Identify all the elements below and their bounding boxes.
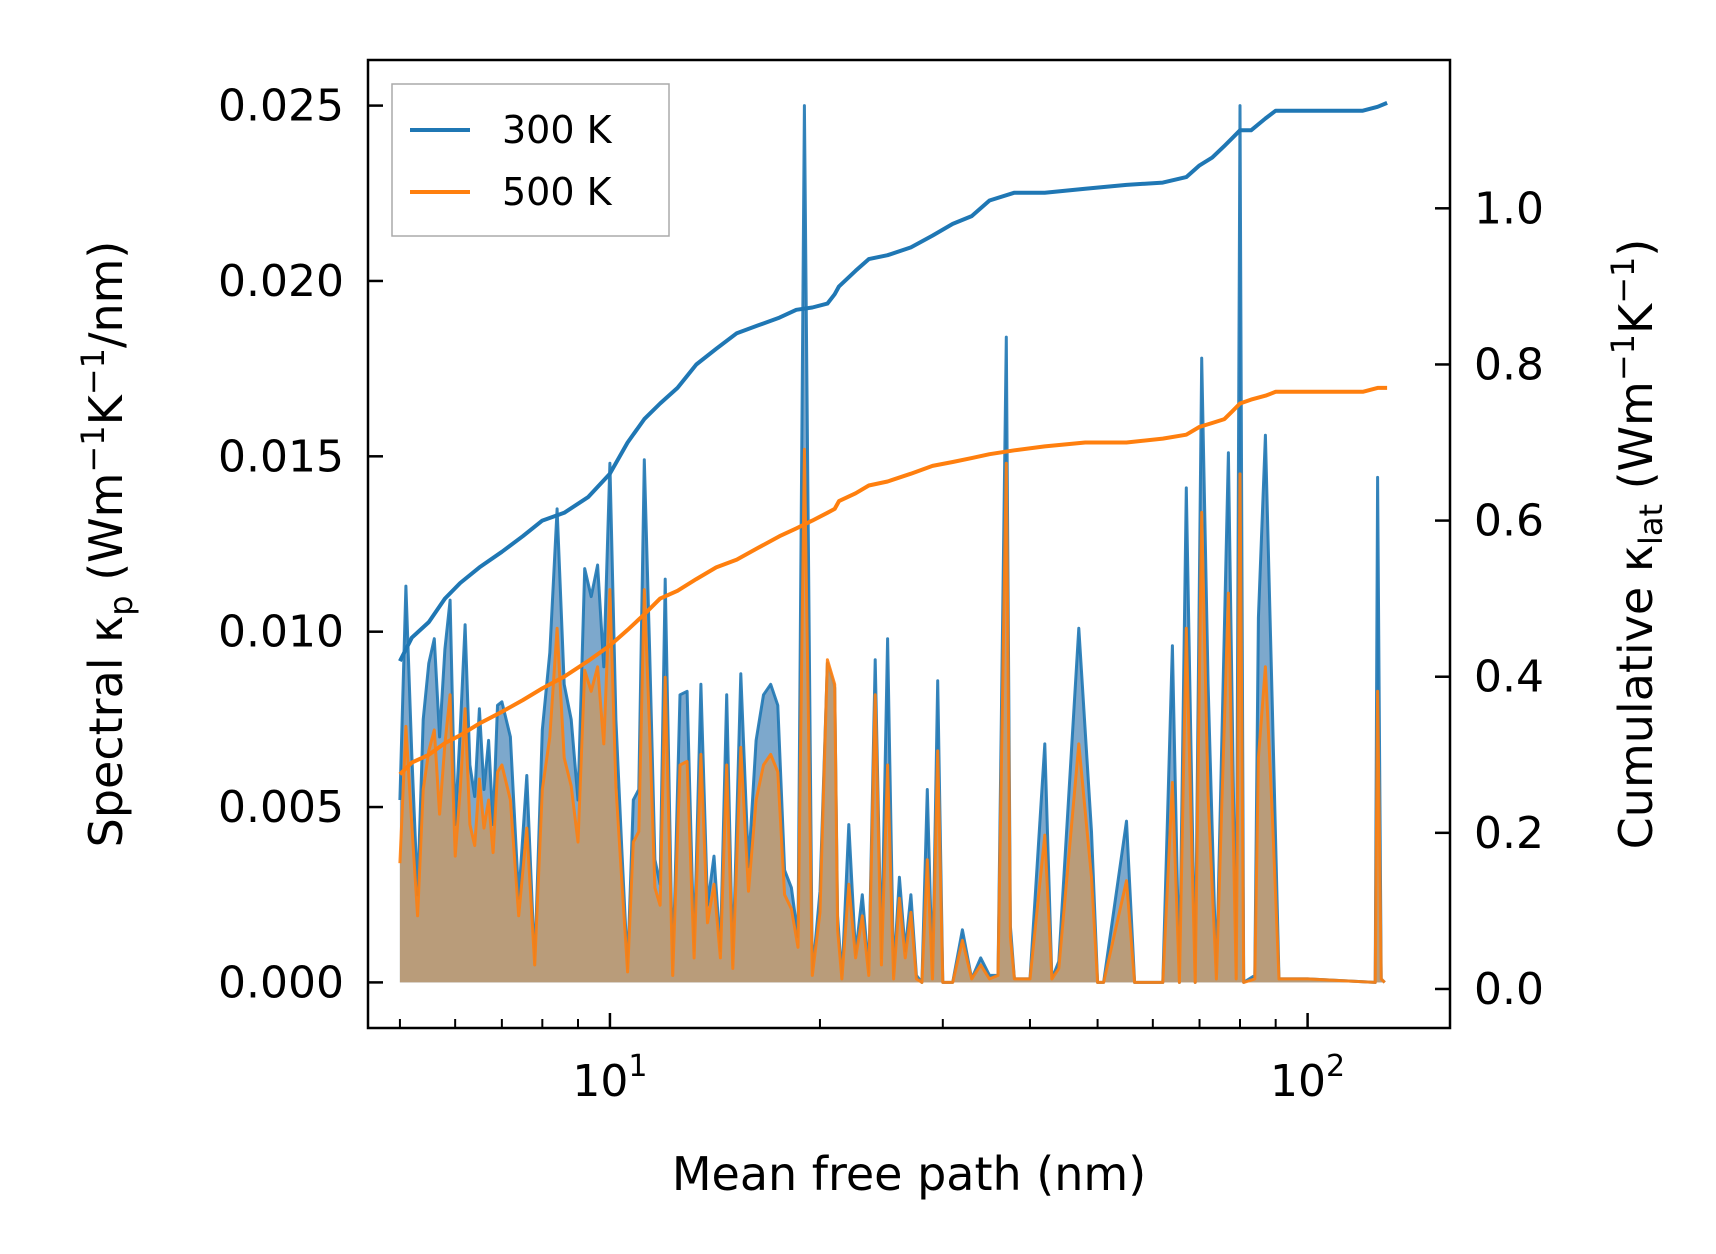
y-tick-label: 0.015 [218,431,344,482]
legend-label-300K: 300 K [502,108,613,152]
y2-axis-title-part: K [1609,302,1663,334]
y2-tick-label: 0.4 [1474,652,1544,703]
y2-axis-title-part: ) [1609,239,1663,257]
y2-tick-label: 0.0 [1474,964,1544,1015]
spectral-line-500K [398,447,1386,984]
x-tick-base: 10 [572,1056,628,1107]
y-axis-title-part: K [79,393,133,425]
x-tick-exp: 1 [628,1049,647,1084]
y2-axis-title-sub: lat [1632,504,1670,545]
plot-area [398,101,1388,984]
y2-axis-title: Cumulative κlat (Wm−1K−1) [1604,239,1670,850]
plot-frame [366,58,1452,1030]
y2-tick-label: 1.0 [1474,183,1544,234]
y2-axis-title-part: Cumulative κ [1609,545,1663,849]
y-axis-title-part: Spectral κ [79,616,133,848]
y-tick-label: 0.010 [218,607,344,658]
x-tick-label: 102 [1270,1049,1345,1107]
legend-label-500K: 500 K [502,170,613,214]
spectral-area-500K [399,449,1385,983]
x-tick-label: 101 [572,1049,647,1107]
y2-axis-title-sup: −1 [1604,257,1642,304]
legend-box [391,83,670,237]
plot-inner [398,101,1388,984]
y2-tick-label: 0.2 [1474,808,1544,859]
y-axis-title-sup: −1 [74,425,112,472]
y-axis-title-sub: p [102,595,140,615]
y-tick-label: 0.020 [218,256,344,307]
cumulative-line-300K [398,101,1388,663]
x-axis-title: Mean free path (nm) [672,1147,1146,1201]
y2-axis-title-part: (Wm [1609,381,1663,504]
y2-tick-label: 0.8 [1474,339,1544,390]
y-axis-title-part: /nm) [79,241,133,348]
y-tick-label: 0.005 [218,782,344,833]
y-tick-label: 0.025 [218,81,344,132]
y-tick-label: 0.000 [218,957,344,1008]
axes: 0.000 0.005 0.010 0.015 0.020 0.025 0.0 0.2 0.4 0… [74,58,1670,1201]
x-tick-base: 10 [1270,1056,1326,1107]
y-axis-title: Spectral κp (Wm−1K−1/nm) [74,241,140,848]
y-axis-title-part: (Wm [79,473,133,596]
y2-axis-title-sup: −1 [1604,334,1642,381]
y2-tick-label: 0.6 [1474,496,1544,547]
cumulative-line-500K [398,385,1388,776]
y-axis-title-sup: −1 [74,348,112,395]
legend: 300 K 500 K [391,83,670,237]
x-tick-exp: 2 [1326,1049,1345,1084]
